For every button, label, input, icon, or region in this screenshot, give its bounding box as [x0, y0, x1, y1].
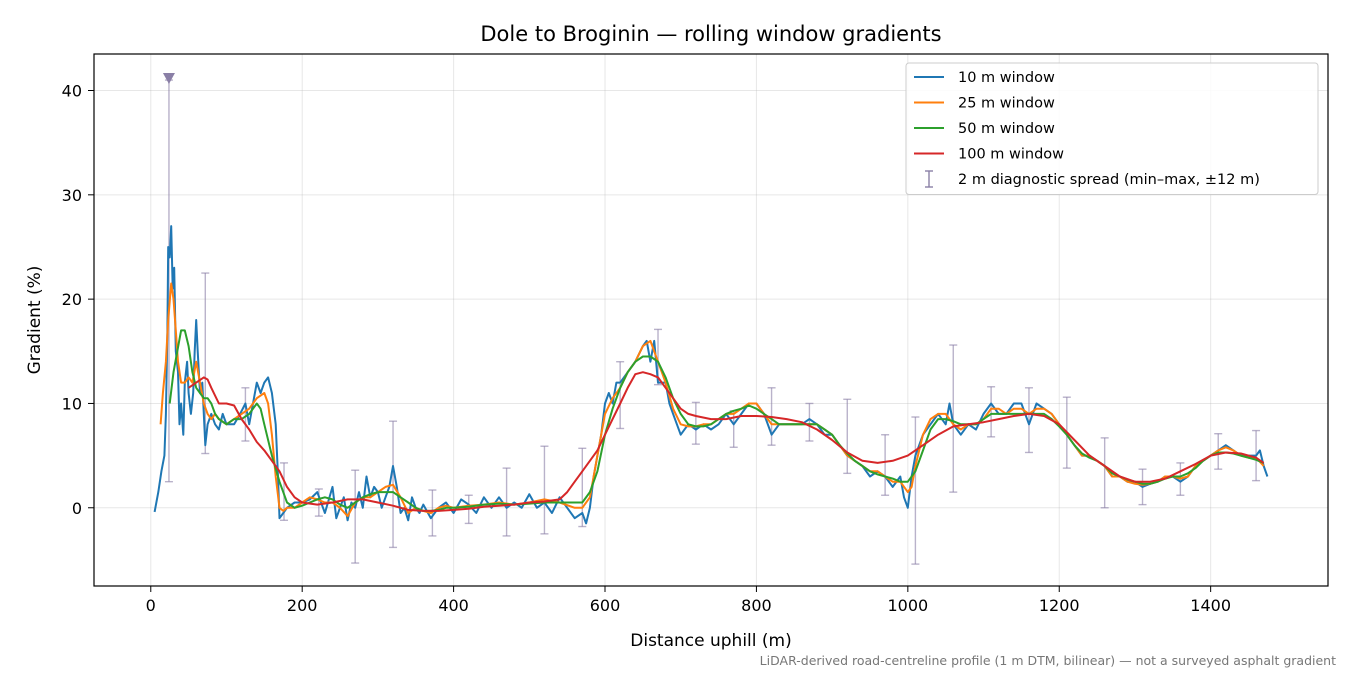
error-bar: [911, 416, 920, 565]
x-axis-label: Distance uphill (m): [630, 631, 791, 651]
legend-label: 2 m diagnostic spread (min–max, ±12 m): [958, 172, 1260, 188]
error-bar: [540, 445, 549, 535]
y-tick-label: 20: [62, 290, 82, 309]
plot-frame: [93, 53, 1329, 587]
x-tick-label: 600: [590, 596, 621, 615]
data-layer: [153, 72, 1269, 565]
error-bar: [241, 387, 250, 442]
footnote: LiDAR-derived road-centreline profile (1…: [760, 653, 1336, 668]
y-tick-label: 0: [72, 499, 82, 518]
error-bar: [502, 467, 511, 537]
y-tick-label: 40: [62, 82, 82, 101]
error-bar: [881, 434, 890, 496]
legend-entry: 10 m window: [914, 70, 1055, 86]
x-tick-label: 1400: [1190, 596, 1231, 615]
legend-label: 25 m window: [958, 96, 1055, 112]
error-bar: [1100, 437, 1109, 509]
error-bar: [987, 386, 996, 438]
x-tick-label: 1000: [887, 596, 928, 615]
legend-label: 10 m window: [958, 70, 1055, 86]
legend-label: 50 m window: [958, 121, 1055, 137]
chart-title: Dole to Broginin — rolling window gradie…: [480, 22, 941, 46]
legend-entry: 100 m window: [914, 147, 1064, 163]
tick-layer: 0 200 400 600 800 1000 1200 1400 0 10 20 30 40: [62, 82, 1231, 615]
series-line-1: [153, 225, 1269, 525]
y-tick-label: 30: [62, 186, 82, 205]
series-line-2: [159, 282, 1265, 518]
x-tick-label: 400: [438, 596, 469, 615]
error-bar: [843, 398, 852, 475]
error-bar: [1024, 387, 1033, 454]
legend: 10 m window 25 m window 50 m window 100 m w…: [905, 62, 1319, 195]
clip-marker-triangle: [162, 72, 175, 84]
error-bar: [805, 402, 814, 442]
legend-label: 100 m window: [958, 147, 1064, 163]
series-line-3: [168, 329, 1265, 512]
error-bar: [351, 469, 360, 564]
legend-entry: 50 m window: [914, 121, 1055, 137]
error-bar: [691, 401, 700, 445]
x-tick-label: 1200: [1039, 596, 1080, 615]
series-line-4: [188, 371, 1265, 512]
y-tick-label: 10: [62, 394, 82, 413]
legend-entry: 25 m window: [914, 96, 1055, 112]
x-tick-label: 0: [146, 596, 156, 615]
x-tick-label: 200: [287, 596, 318, 615]
legend-entry: 2 m diagnostic spread (min–max, ±12 m): [925, 170, 1260, 188]
error-bar: [616, 361, 625, 430]
error-bar: [201, 272, 210, 455]
x-tick-label: 800: [741, 596, 772, 615]
y-axis-label: Gradient (%): [25, 266, 45, 375]
legend-box: [905, 62, 1319, 195]
